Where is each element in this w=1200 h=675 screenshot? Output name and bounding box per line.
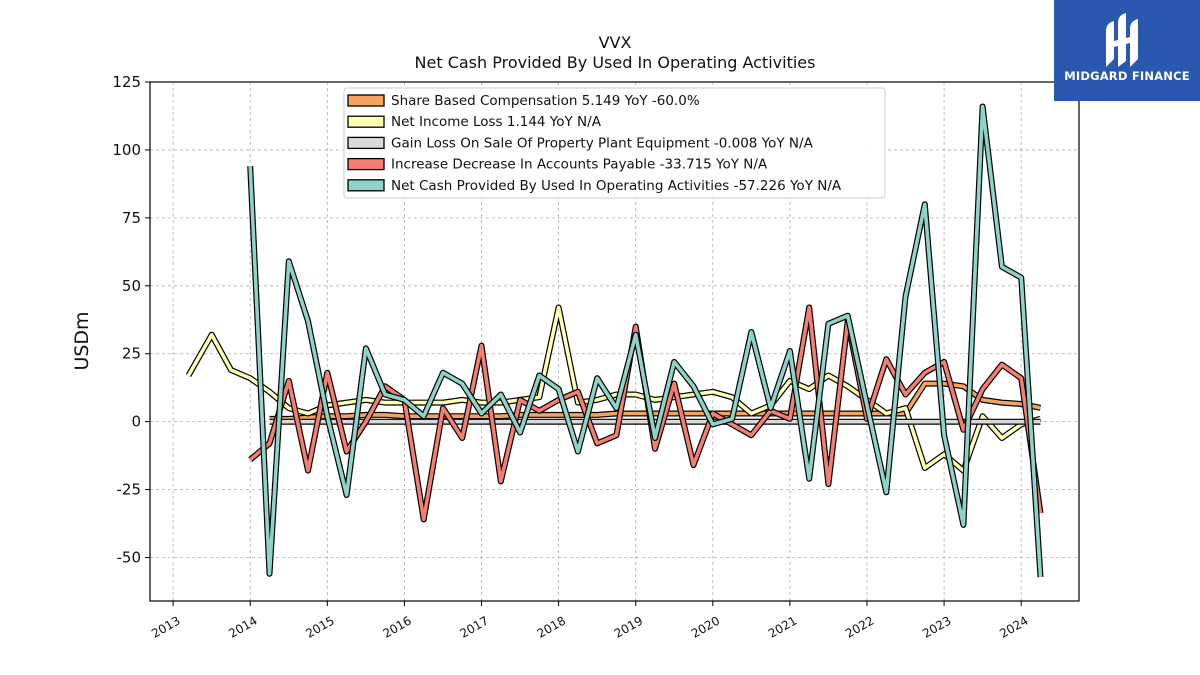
legend-swatch [347, 157, 385, 171]
y-axis-label: USDm [71, 311, 93, 370]
x-tick-label: 2020 [689, 613, 722, 640]
chart-subtitle: Net Cash Provided By Used In Operating A… [415, 53, 816, 72]
legend-entry: Net Cash Provided By Used In Operating A… [391, 178, 842, 194]
y-tick-label: 0 [131, 413, 141, 431]
x-tick-label: 2014 [226, 613, 259, 640]
legend-swatch [347, 115, 385, 128]
y-tick-label: 100 [112, 141, 141, 159]
legend-entry: Gain Loss On Sale Of Property Plant Equi… [391, 135, 814, 151]
plot-frame [149, 81, 1080, 602]
legend: Share Based Compensation 5.149 YoY -60.0… [343, 87, 886, 199]
x-tick-label: 2018 [535, 613, 568, 640]
x-tick-label: 2021 [766, 613, 799, 640]
x-tick-label: 2015 [303, 613, 336, 640]
legend-entry: Share Based Compensation 5.149 YoY -60.0… [391, 93, 700, 109]
legend-swatch [347, 179, 385, 192]
brand-logo: MIDGARD FINANCE [1054, 0, 1200, 101]
x-tick-label: 2013 [149, 613, 182, 640]
y-tick-label: 25 [122, 345, 141, 363]
logo-text: MIDGARD FINANCE [1064, 69, 1190, 83]
y-tick-label: 75 [122, 209, 141, 227]
y-tick-label: -50 [117, 549, 142, 567]
legend-swatch [347, 136, 385, 150]
series-line-net-cash-provided-by-used-in-operating-activities [248, 104, 1043, 578]
x-tick-label: 2024 [997, 613, 1030, 640]
x-tick-label: 2019 [612, 613, 645, 640]
legend-box [343, 87, 886, 199]
legend-entry: Increase Decrease In Accounts Payable -3… [391, 157, 768, 173]
x-tick-label: 2022 [843, 613, 876, 640]
series-line-share-based-compensation [269, 381, 1041, 421]
x-tick-label: 2023 [920, 613, 953, 640]
chart-title: VVX [599, 33, 632, 52]
logo-mark-icon [1106, 13, 1138, 67]
y-tick-label: 50 [122, 277, 141, 295]
legend-entry: Net Income Loss 1.144 YoY N/A [391, 114, 602, 130]
series-layer [185, 103, 1044, 578]
legend-swatch [347, 94, 385, 107]
x-tick-label: 2016 [380, 613, 413, 640]
y-tick-label: -25 [117, 481, 142, 499]
x-tick-label: 2017 [458, 613, 491, 640]
y-tick-label: 125 [112, 73, 141, 91]
